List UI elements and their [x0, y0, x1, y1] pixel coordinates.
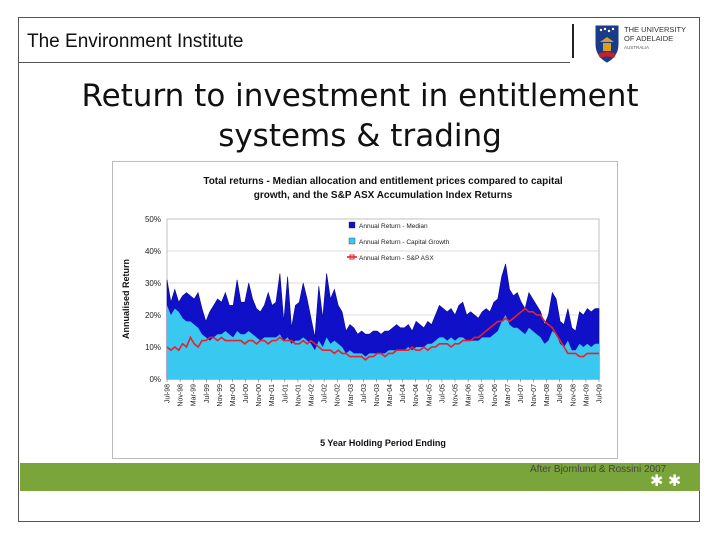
x-tick-label: Nov-04	[413, 384, 420, 407]
chart-title-line2: growth, and the S&P ASX Accumulation Ind…	[254, 190, 513, 201]
chart-title-line1: Total returns - Median allocation and en…	[203, 176, 563, 187]
logo-text-line3: AUSTRALIA	[624, 45, 649, 50]
slide-title-line2: systems & trading	[218, 118, 502, 154]
x-tick-label: Nov-02	[335, 384, 342, 407]
x-tick-label: Mar-07	[505, 384, 512, 406]
x-tick-label: Jul-07	[518, 384, 525, 403]
x-tick-label: Jul-00	[243, 384, 250, 403]
y-tick-label: 50%	[145, 215, 161, 224]
legend-capital-growth-label: Annual Return - Capital Growth	[359, 239, 450, 246]
y-tick-label: 0%	[149, 375, 161, 384]
x-tick-label: Mar-02	[309, 384, 316, 406]
header-rule	[18, 62, 570, 63]
x-tick-label: Mar-00	[230, 384, 237, 406]
y-tick-label: 10%	[145, 343, 161, 352]
x-tick-label: Nov-07	[531, 384, 538, 407]
x-tick-label: Nov-00	[256, 384, 263, 407]
x-tick-label: Nov-01	[295, 384, 302, 407]
x-tick-label: Nov-05	[453, 384, 460, 407]
x-tick-label: Mar-99	[191, 384, 198, 406]
x-axis-label: 5 Year Holding Period Ending	[320, 438, 446, 448]
logo-text-line1: THE UNIVERSITY	[624, 25, 686, 34]
x-tick-label: Mar-04	[387, 384, 394, 406]
x-tick-label: Nov-99	[217, 384, 224, 407]
y-tick-label: 20%	[145, 311, 161, 320]
citation: After Bjornlund & Rossini 2007	[530, 464, 667, 475]
x-tick-label: Mar-03	[348, 384, 355, 406]
university-logo: THE UNIVERSITY OF ADELAIDE AUSTRALIA	[595, 25, 686, 63]
x-tick-label: Mar-05	[426, 384, 433, 406]
x-tick-label: Jul-05	[439, 384, 446, 403]
footer-band	[20, 463, 700, 491]
legend-capital-growth-swatch	[348, 237, 356, 245]
legend-median-swatch	[348, 221, 356, 229]
x-tick-label: Jul-06	[479, 384, 486, 403]
legend-sp-asx-marker	[349, 254, 355, 260]
header-divider	[572, 24, 574, 58]
x-tick-label: Jul-01	[282, 384, 289, 403]
x-tick-label: Mar-08	[544, 384, 551, 406]
logo-text-line2: OF ADELAIDE	[624, 34, 673, 43]
sparkle-icon: ✱ ✱	[650, 473, 682, 490]
legend-median-label: Annual Return - Median	[359, 223, 428, 230]
y-axis-label: Annualised Return	[121, 259, 131, 339]
x-tick-label: Jul-04	[400, 384, 407, 403]
series-capital-growth-area	[167, 305, 599, 379]
y-tick-label: 40%	[145, 247, 161, 256]
x-tick-label: Mar-06	[466, 384, 473, 406]
crest-icon	[595, 25, 619, 63]
slide-title-line1: Return to investment in entitlement	[81, 78, 639, 114]
chart-container: 0% 10% 20% 30% 40% 50% Jul-98 Nov-98 Mar-99 Jul-9…	[112, 161, 618, 459]
x-tick-label: Jul-02	[322, 384, 329, 403]
x-tick-label: Mar-09	[583, 384, 590, 406]
institute-label: The Environment Institute	[27, 31, 244, 52]
x-tick-label: Jul-08	[557, 384, 564, 403]
series-sp-asx-line	[166, 307, 599, 361]
x-tick-label: Nov-98	[178, 384, 185, 407]
slide-title: Return to investment in entitlement syst…	[40, 76, 680, 156]
x-tick-label: Jul-98	[165, 384, 172, 403]
returns-chart: 0% 10% 20% 30% 40% 50% Jul-98 Nov-98 Mar-99 Jul-9…	[121, 176, 604, 448]
x-tick-label: Jul-99	[204, 384, 211, 403]
x-tick-label: Jul-09	[597, 384, 604, 403]
legend-sp-asx-label: Annual Return - S&P ASX	[359, 255, 434, 262]
x-tick-label: Nov-03	[374, 384, 381, 407]
y-tick-label: 30%	[145, 279, 161, 288]
x-tick-label: Nov-08	[570, 384, 577, 407]
x-tick-label: Mar-01	[269, 384, 276, 406]
x-tick-label: Jul-03	[361, 384, 368, 403]
x-tick-label: Nov-06	[492, 384, 499, 407]
